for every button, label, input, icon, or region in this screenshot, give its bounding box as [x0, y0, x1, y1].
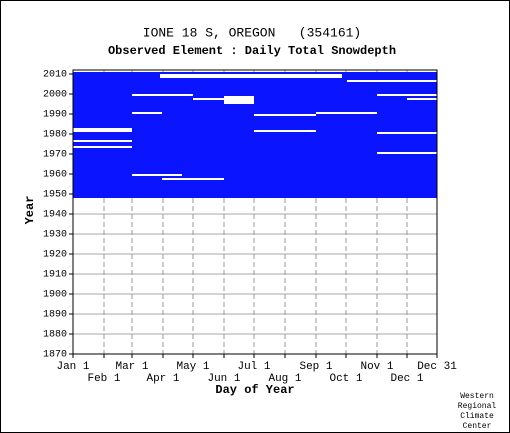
x-tick-label: Feb 1 — [87, 373, 120, 385]
y-tick-label: 1930 — [43, 230, 67, 241]
missing-gap — [73, 140, 132, 142]
y-tick-label: 1990 — [43, 110, 67, 121]
x-tick-label: Nov 1 — [360, 361, 393, 373]
observed-block — [73, 72, 437, 198]
missing-gap — [377, 132, 437, 134]
y-tick-label: 1940 — [43, 210, 67, 221]
missing-gap — [132, 94, 193, 96]
missing-gap — [347, 80, 437, 82]
missing-gap — [224, 96, 254, 104]
y-axis-label: Year — [23, 196, 37, 225]
missing-gap — [132, 112, 162, 114]
chart-title: IONE 18 S, OREGON (354161) — [143, 25, 361, 40]
missing-gap — [73, 146, 132, 148]
x-tick-label: Aug 1 — [268, 373, 301, 385]
missing-gap — [193, 98, 224, 100]
x-tick-label: Sep 1 — [299, 361, 332, 373]
x-tick-label: Mar 1 — [115, 361, 148, 373]
missing-gap — [377, 94, 437, 96]
missing-gap — [160, 74, 342, 78]
plot-frame — [72, 69, 438, 355]
chart-subtitle: Observed Element : Daily Total Snowdepth — [108, 44, 396, 58]
x-axis-label: Day of Year — [215, 383, 294, 397]
missing-gap — [377, 152, 437, 154]
credit-line: Regional — [458, 402, 497, 411]
y-tick-label: 1980 — [43, 130, 67, 141]
y-tick-label: 1870 — [43, 350, 67, 361]
y-tick-label: 1890 — [43, 310, 67, 321]
missing-gap — [407, 98, 437, 100]
x-tick-label: Dec 1 — [390, 373, 423, 385]
x-tick-label: Jan 1 — [56, 361, 89, 373]
x-tick-label: Oct 1 — [329, 373, 362, 385]
missing-gap — [132, 174, 182, 176]
y-tick-label: 1880 — [43, 330, 67, 341]
x-tick-label: Jul 1 — [237, 361, 270, 373]
y-tick-label: 2000 — [43, 90, 67, 101]
missing-gap — [162, 178, 224, 180]
y-tick-label: 1970 — [43, 150, 67, 161]
y-tick-label: 1960 — [43, 170, 67, 181]
credit-line: Climate — [460, 412, 494, 421]
x-tick-label: Dec 31 — [417, 361, 457, 373]
missing-gap — [316, 112, 377, 114]
y-tick-label: 1950 — [43, 190, 67, 201]
y-tick-label: 2010 — [43, 70, 67, 81]
x-tick-label: Jun 1 — [207, 373, 240, 385]
credit-line: Center — [463, 422, 492, 431]
credit-line: Western — [460, 392, 494, 401]
missing-gap — [254, 114, 316, 116]
x-tick-label: Apr 1 — [146, 373, 179, 385]
y-tick-label: 1900 — [43, 290, 67, 301]
missing-gap — [254, 130, 316, 132]
missing-gap — [73, 128, 132, 132]
y-tick-label: 1910 — [43, 270, 67, 281]
x-tick-label: May 1 — [176, 361, 209, 373]
y-tick-label: 1920 — [43, 250, 67, 261]
